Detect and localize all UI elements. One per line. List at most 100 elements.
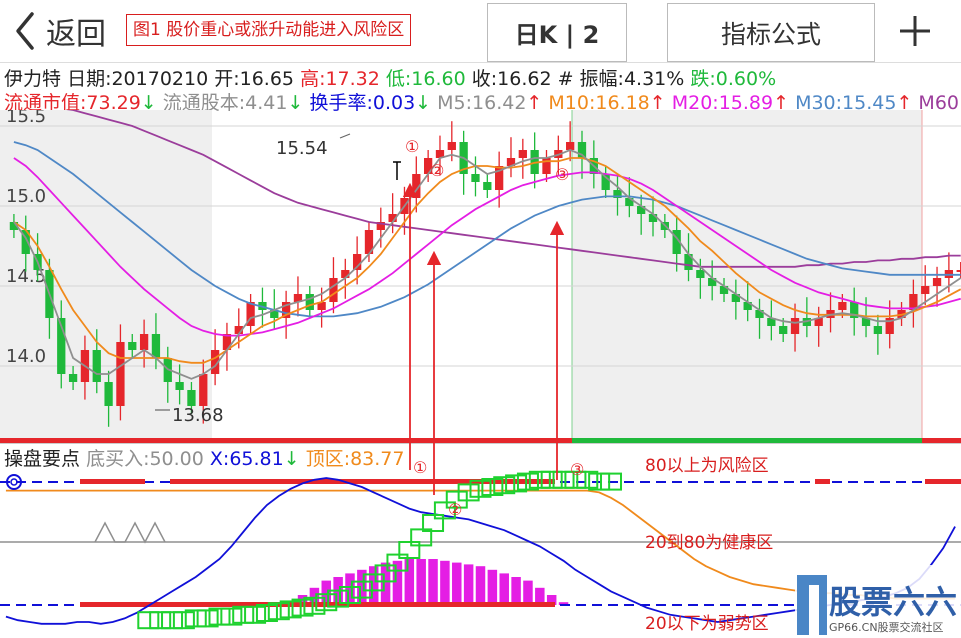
candle-body [9, 222, 19, 230]
indicator-bar [392, 560, 403, 605]
up-arrow-icon: ↑ [896, 92, 913, 114]
stock-name: 伊力特 [4, 68, 62, 90]
candle-body [672, 230, 681, 254]
candle-body [222, 334, 232, 350]
candle-body [352, 254, 362, 270]
ma20-value: M20:15.89 [671, 92, 774, 114]
x-value: X:65.81 [209, 448, 284, 470]
high-value: 高:17.32 [300, 68, 380, 90]
candle-body [175, 382, 184, 390]
amplitude-value: # 振幅:4.31% [557, 68, 685, 90]
ma10-value: M10:16.18 [548, 92, 650, 114]
marker-1-ind-label: ① [413, 458, 427, 477]
indicator-green-box [208, 607, 231, 626]
indicator-bar [487, 569, 498, 605]
zone-low-label: 20以下为弱势区 [645, 614, 769, 634]
candle-body [814, 318, 823, 326]
period-button[interactable]: 日K | 2 [487, 3, 627, 62]
quote-info-line: 伊力特 日期:20170210 开:16.65 高:17.32 低:16.60 … [4, 68, 776, 90]
indicator-green-box [481, 478, 504, 496]
indicator-bar [380, 562, 391, 605]
candle-body [68, 374, 78, 382]
candle-body [861, 318, 871, 326]
open-value: 开:16.65 [214, 68, 295, 90]
candle-body [708, 278, 717, 286]
indicator-bar [475, 566, 486, 605]
change-value: 跌:0.60% [690, 68, 777, 90]
formula-button[interactable]: 指标公式 [667, 3, 875, 62]
candle-body [187, 390, 196, 406]
back-button[interactable]: 返回 [14, 8, 106, 54]
candle-body [128, 342, 137, 350]
candle-body [281, 302, 291, 318]
indicator-green-box [493, 476, 516, 495]
indicator-green-box [137, 611, 160, 630]
candle-body [21, 230, 30, 254]
indicator-green-box [149, 611, 172, 630]
date-value: 日期:20170210 [67, 68, 209, 90]
ma5-line [13, 149, 961, 380]
top-bar: 返回 图1 股价重心或涨升动能进入风险区 日K | 2 指标公式 [0, 0, 961, 63]
indicator-green-box [433, 501, 456, 520]
candle-body [601, 174, 610, 190]
annotation-label: 图1 股价重心或涨升动能进入风险区 [126, 14, 412, 46]
indicator-green-box [552, 470, 575, 489]
price-axis-label: 15.5 [6, 110, 46, 127]
indicator-green-box [422, 514, 445, 532]
indicator-green-box [505, 474, 528, 493]
indicator-bar [523, 580, 533, 605]
indicator-green-box [410, 528, 433, 547]
indicator-bar [546, 595, 557, 605]
indicator-bar [452, 562, 462, 605]
candle-body [305, 294, 314, 310]
candle-body [388, 214, 397, 222]
indicator-green-box [362, 573, 385, 592]
candle-body [104, 382, 113, 406]
candle-body [637, 206, 646, 214]
indicator-bar [440, 560, 450, 605]
candle-body [116, 342, 125, 406]
indicator-bar [357, 569, 367, 605]
candle-body [151, 334, 161, 358]
candle-body [246, 302, 255, 326]
candle-body [838, 302, 847, 310]
chevron-left-icon [16, 12, 34, 50]
indicator-green-box [338, 586, 361, 604]
indicator-green-box [303, 596, 326, 615]
up-arrow-icon: ↑ [773, 92, 790, 114]
candle-body [755, 310, 764, 318]
candle-body [506, 158, 516, 166]
candle-body [518, 150, 527, 158]
candle-body [329, 278, 338, 302]
price-axis-label: 14.5 [6, 266, 46, 287]
candle-body [625, 198, 634, 206]
candle-body [921, 286, 930, 294]
indicator-bar [416, 559, 426, 605]
indicator-bar [511, 577, 521, 605]
ma60-value: M60 [918, 92, 959, 114]
indicator-green-box [267, 602, 290, 621]
candle-body [790, 318, 800, 334]
candle-body [139, 334, 149, 350]
candle-body [577, 142, 587, 158]
candle-body [648, 214, 658, 222]
plus-icon[interactable] [895, 8, 935, 54]
zone-mid-label: 20到80为健康区 [645, 533, 773, 553]
close-value: 收:16.62 [471, 68, 552, 90]
candle-body [767, 318, 776, 326]
watermark-main: 股票六六 [829, 583, 957, 621]
indicator-green-box [255, 604, 278, 622]
indicator-green-box [232, 605, 255, 624]
indicator-green-box [600, 472, 623, 491]
watermark-sub: GP66.CN股票交流社区 [829, 620, 944, 634]
indicator-green-box [291, 598, 314, 617]
candlestick-chart[interactable]: 15.5 15.0 14.5 14.0 15.54 13.68 ① ② ③ [0, 110, 961, 443]
indicator-bar [463, 564, 474, 605]
indicator-green-box [161, 611, 184, 630]
min-price-label: 13.68 [172, 405, 224, 426]
indicator-green-box [386, 553, 409, 572]
ma30-value: M30:15.45 [795, 92, 897, 114]
marker-2-ind-label: ② [448, 500, 462, 519]
candle-body [57, 318, 66, 374]
top-zone-value: 顶区:83.77 [305, 448, 405, 470]
